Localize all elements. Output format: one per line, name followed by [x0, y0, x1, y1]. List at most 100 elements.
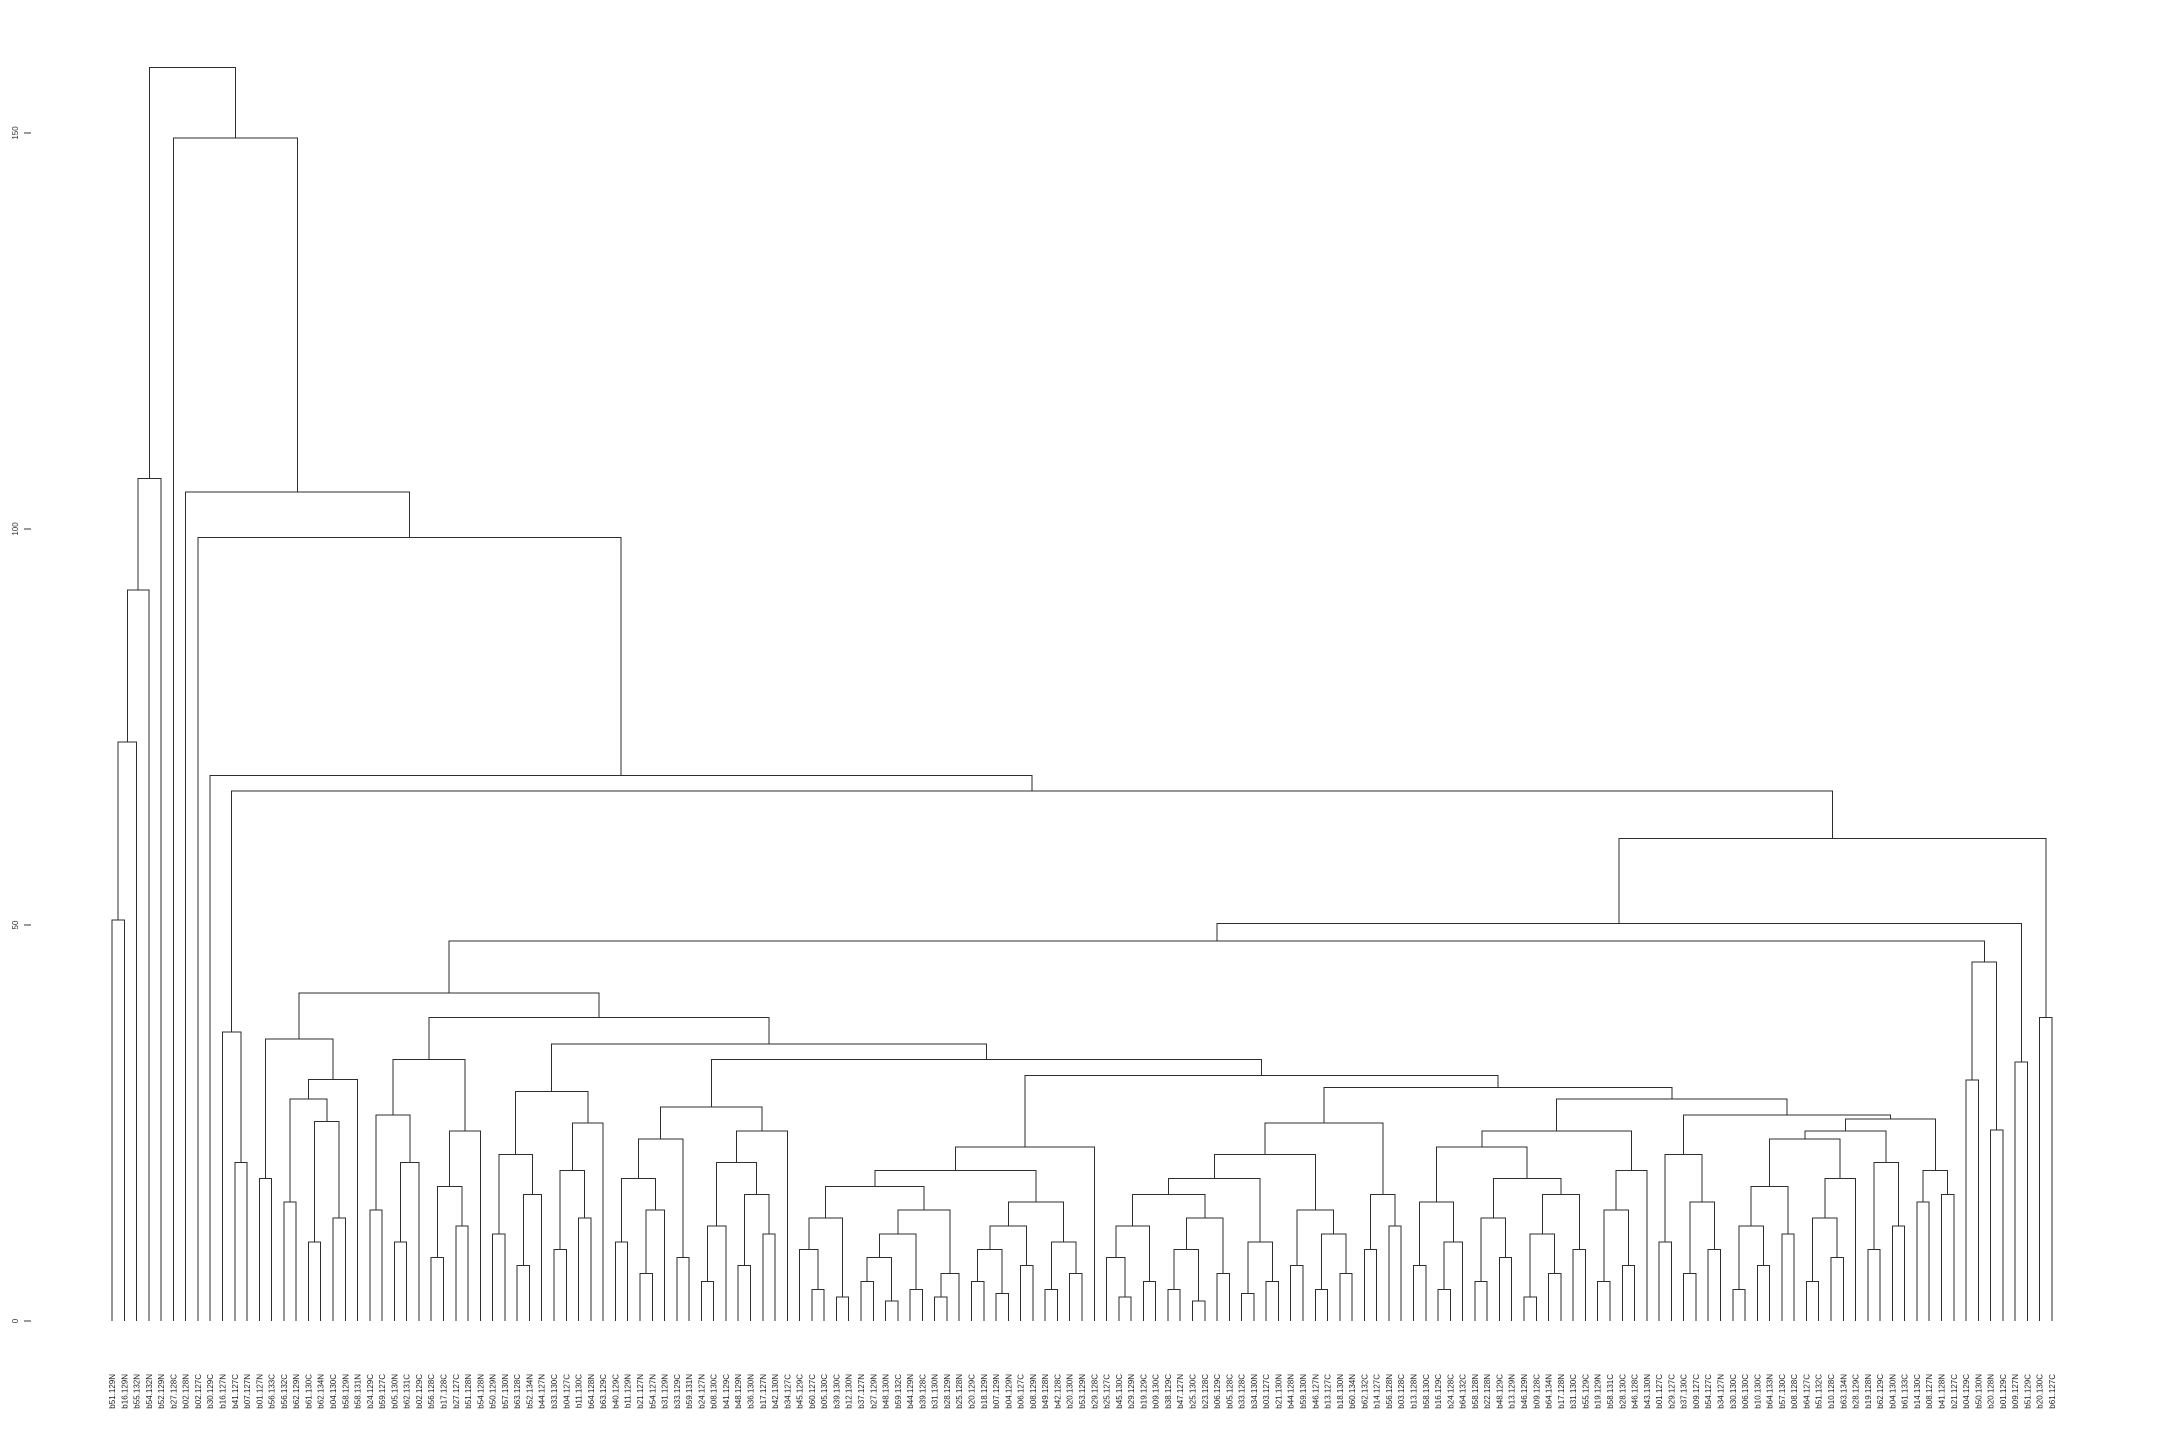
leaf-label: b58.128N	[1471, 1374, 1480, 1409]
leaf-label: b57.130C	[1778, 1374, 1787, 1409]
leaf-label: b63.129C	[599, 1374, 608, 1409]
leaf-label: b31.130C	[1569, 1374, 1578, 1409]
leaf-label: b19.128N	[1864, 1374, 1873, 1409]
leaf-label: b28.129C	[1852, 1374, 1861, 1409]
leaf-label: b63.134N	[1839, 1374, 1848, 1409]
leaf-label: b60.134N	[1348, 1374, 1357, 1409]
leaf-label: b13.128N	[1410, 1374, 1419, 1409]
leaf-label: b08.128C	[1790, 1374, 1799, 1409]
leaf-label: b04.129C	[1962, 1374, 1971, 1409]
leaf-label: b02.129C	[415, 1374, 424, 1409]
leaf-label: b56.132C	[280, 1374, 289, 1409]
leaf-label: b45.129C	[796, 1374, 805, 1409]
leaf-label: b28.130C	[1618, 1374, 1627, 1409]
leaf-label: b01.129C	[1999, 1374, 2008, 1409]
leaf-label: b44.128N	[1287, 1374, 1296, 1409]
leaf-label: b28.129N	[943, 1374, 952, 1409]
leaf-label: b19.129N	[1594, 1374, 1603, 1409]
leaf-label: b11.129N	[624, 1374, 633, 1408]
leaf-label: b61.130C	[304, 1374, 313, 1409]
leaf-labels: b51.129N b16.129N b55.132N b54.132N b52.129N…	[108, 1374, 2057, 1409]
leaf-label: b27.129N	[869, 1374, 878, 1409]
leaf-label: b54.127C	[1704, 1374, 1713, 1409]
leaf-label: b34.127C	[783, 1374, 792, 1409]
leaf-label: b53.129N	[1078, 1374, 1087, 1409]
leaf-label: b18.130N	[1336, 1374, 1345, 1409]
leaf-label: b51.128N	[464, 1374, 473, 1409]
leaf-label: b51.132C	[1815, 1374, 1824, 1409]
leaf-label: b14.127C	[1373, 1374, 1382, 1409]
leaf-label: b41.129C	[722, 1374, 731, 1409]
leaf-label: b59.127C	[378, 1374, 387, 1409]
leaf-label: b04.129N	[1004, 1374, 1013, 1409]
leaf-label: b54.127N	[648, 1374, 657, 1409]
leaf-label: b61.127C	[2048, 1374, 2057, 1409]
leaf-label: b36.130N	[746, 1374, 755, 1409]
leaf-label: b06.129C	[1213, 1374, 1222, 1409]
leaf-label: b01.127N	[255, 1374, 264, 1409]
leaf-label: b04.130C	[329, 1374, 338, 1409]
leaf-label: b40.129C	[611, 1374, 620, 1409]
leaf-label: b56.128C	[427, 1374, 436, 1409]
leaf-label: b38.129C	[1164, 1374, 1173, 1409]
leaf-label: b24.128C	[1446, 1374, 1455, 1409]
leaf-label: b62.131C	[403, 1374, 412, 1409]
leaf-label: b52.134N	[525, 1374, 534, 1409]
leaf-label: b61.133C	[1901, 1374, 1910, 1409]
leaf-label: b05.128C	[1225, 1374, 1234, 1409]
leaf-label: b46.127N	[1311, 1374, 1320, 1409]
leaf-label: b09.127C	[1692, 1374, 1701, 1409]
y-axis-tick-label: 50	[11, 920, 20, 929]
leaf-label: b48.129C	[1495, 1374, 1504, 1409]
dendrogram-link	[2014, 1061, 2028, 1321]
leaf-label: b48.130N	[882, 1374, 891, 1409]
leaf-label: b58.131C	[1606, 1374, 1615, 1409]
y-axis-tick-label: 150	[11, 126, 20, 140]
leaf-label: b59.131N	[685, 1374, 694, 1409]
leaf-label: b51.129C	[2023, 1374, 2032, 1409]
leaf-label: b55.132N	[133, 1374, 142, 1409]
leaf-label: b13.127C	[1324, 1374, 1333, 1409]
leaf-label: b06.130C	[1741, 1374, 1750, 1409]
leaf-label: b25.127C	[1103, 1374, 1112, 1409]
leaf-label: b16.129N	[120, 1374, 129, 1409]
leaf-label: b21.130N	[1274, 1374, 1283, 1409]
leaf-label: b41.127C	[231, 1374, 240, 1409]
leaf-label: b64.132C	[1459, 1374, 1468, 1409]
leaf-label: b56.133C	[268, 1374, 277, 1409]
leaf-label: b46.128C	[1631, 1374, 1640, 1409]
leaf-label: b54.132N	[145, 1374, 154, 1409]
leaf-label: b29.129N	[1127, 1374, 1136, 1409]
leaf-label: b62.134N	[317, 1374, 326, 1409]
leaf-label: b64.128N	[587, 1374, 596, 1409]
leaf-label: b18.129N	[980, 1374, 989, 1409]
leaf-label: b20.130C	[2036, 1374, 2045, 1409]
leaf-label: b31.129N	[661, 1374, 670, 1409]
y-axis-tick-label: 100	[11, 522, 20, 536]
leaf-label: b09.130C	[1152, 1374, 1161, 1409]
leaf-label: b60.127C	[808, 1374, 817, 1409]
leaf-label: b09.127N	[2011, 1374, 2020, 1409]
leaf-label: b58.130C	[1422, 1374, 1431, 1409]
leaf-label: b27.128C	[169, 1374, 178, 1409]
leaf-label: b11.130C	[575, 1374, 584, 1408]
y-axis-tick-label: 0	[11, 1318, 20, 1323]
y-axis: 0 50 100 150	[11, 126, 31, 1323]
leaf-label: b34.130N	[1250, 1374, 1259, 1409]
leaf-label: b62.129N	[292, 1374, 301, 1409]
leaf-label: b10.130C	[1753, 1374, 1762, 1409]
leaf-label: b37.130C	[1680, 1374, 1689, 1409]
leaf-label: b16.127N	[219, 1374, 228, 1409]
leaf-label: b30.130C	[1729, 1374, 1738, 1409]
leaf-label: b63.128C	[513, 1374, 522, 1409]
leaf-label: b44.129N	[906, 1374, 915, 1409]
leaf-label: b62.129C	[1876, 1374, 1885, 1409]
leaf-label: b29.128C	[1090, 1374, 1099, 1409]
leaf-label: b29.127C	[1667, 1374, 1676, 1409]
leaf-label: b07.129N	[992, 1374, 1001, 1409]
leaf-label: b45.130C	[1115, 1374, 1124, 1409]
leaf-label: b46.129N	[1520, 1374, 1529, 1409]
